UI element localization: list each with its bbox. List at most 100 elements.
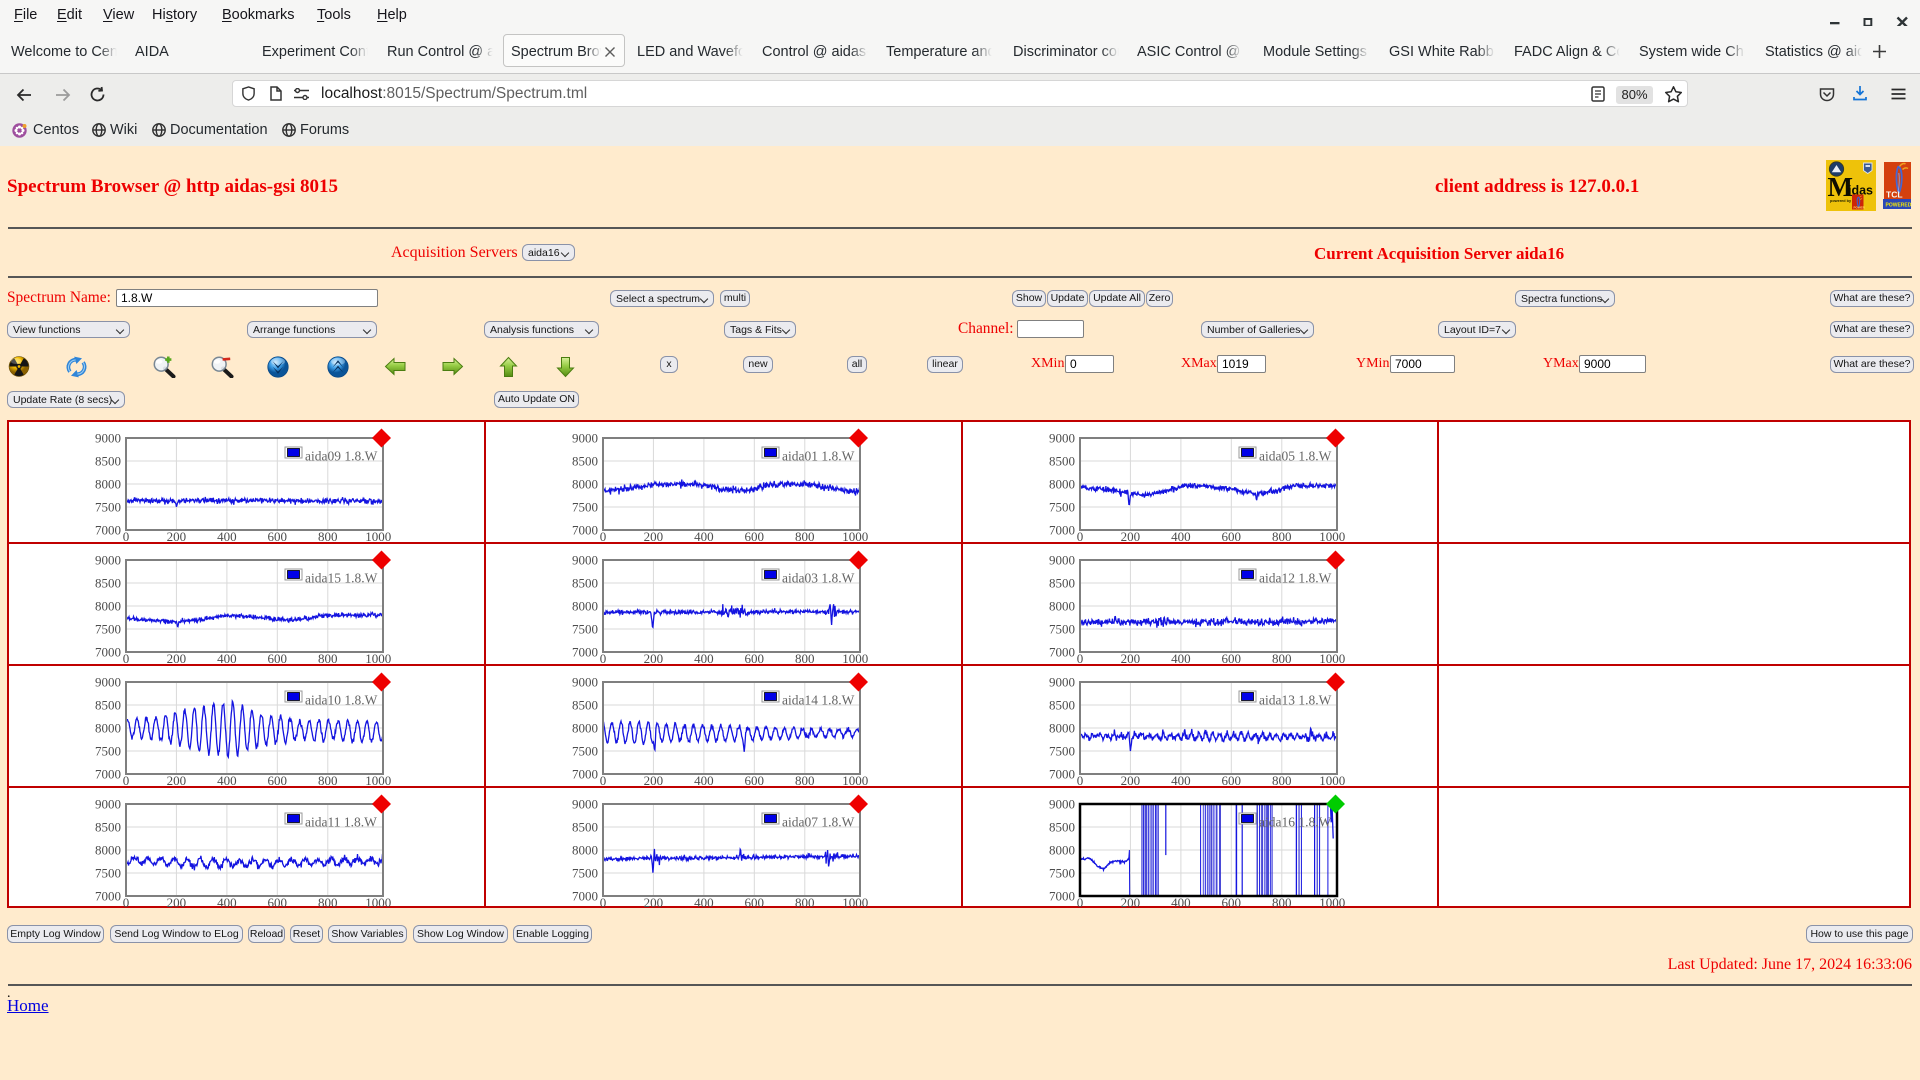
svg-text:8000: 8000 — [1049, 599, 1075, 614]
svg-text:8500: 8500 — [572, 576, 598, 591]
svg-text:800: 800 — [318, 651, 338, 666]
svg-text:200: 200 — [167, 651, 187, 666]
svg-text:200: 200 — [644, 895, 664, 910]
svg-text:8000: 8000 — [95, 477, 121, 492]
svg-text:8000: 8000 — [572, 599, 598, 614]
svg-text:7500: 7500 — [572, 500, 598, 515]
svg-text:7500: 7500 — [1049, 866, 1075, 881]
svg-text:600: 600 — [745, 895, 765, 910]
svg-text:600: 600 — [268, 895, 288, 910]
svg-text:1000: 1000 — [1319, 651, 1345, 666]
svg-text:9000: 9000 — [1049, 675, 1075, 690]
svg-text:8000: 8000 — [572, 721, 598, 736]
svg-text:8500: 8500 — [95, 698, 121, 713]
svg-text:200: 200 — [167, 895, 187, 910]
svg-text:1000: 1000 — [842, 651, 868, 666]
svg-text:8000: 8000 — [95, 843, 121, 858]
svg-text:7000: 7000 — [1049, 889, 1075, 904]
svg-text:aida05 1.8.W: aida05 1.8.W — [1259, 449, 1332, 464]
svg-text:aida14 1.8.W: aida14 1.8.W — [782, 693, 855, 708]
svg-text:7000: 7000 — [95, 767, 121, 782]
svg-text:0: 0 — [600, 895, 607, 910]
svg-text:600: 600 — [1222, 529, 1242, 544]
svg-text:7500: 7500 — [95, 500, 121, 515]
svg-text:800: 800 — [318, 773, 338, 788]
svg-text:7000: 7000 — [1049, 645, 1075, 660]
svg-text:7000: 7000 — [95, 645, 121, 660]
svg-text:9000: 9000 — [95, 431, 121, 446]
svg-text:7000: 7000 — [95, 889, 121, 904]
svg-text:8500: 8500 — [572, 820, 598, 835]
svg-text:400: 400 — [694, 895, 714, 910]
svg-text:8500: 8500 — [1049, 820, 1075, 835]
svg-text:1000: 1000 — [365, 651, 391, 666]
svg-text:400: 400 — [217, 651, 237, 666]
svg-text:aida09 1.8.W: aida09 1.8.W — [305, 449, 378, 464]
svg-text:600: 600 — [268, 651, 288, 666]
svg-text:400: 400 — [217, 529, 237, 544]
svg-text:8500: 8500 — [95, 820, 121, 835]
svg-text:7500: 7500 — [1049, 622, 1075, 637]
svg-text:7500: 7500 — [95, 744, 121, 759]
svg-text:aida03 1.8.W: aida03 1.8.W — [782, 571, 855, 586]
svg-text:7500: 7500 — [95, 622, 121, 637]
svg-text:600: 600 — [1222, 895, 1242, 910]
svg-text:0: 0 — [600, 529, 607, 544]
svg-text:400: 400 — [1171, 895, 1191, 910]
svg-text:800: 800 — [1272, 773, 1292, 788]
svg-text:0: 0 — [600, 773, 607, 788]
svg-text:1000: 1000 — [365, 529, 391, 544]
svg-text:400: 400 — [694, 651, 714, 666]
svg-text:800: 800 — [795, 529, 815, 544]
svg-text:600: 600 — [1222, 651, 1242, 666]
svg-text:8500: 8500 — [95, 576, 121, 591]
svg-text:800: 800 — [318, 895, 338, 910]
svg-text:7500: 7500 — [1049, 744, 1075, 759]
svg-text:1000: 1000 — [842, 529, 868, 544]
svg-text:8000: 8000 — [572, 843, 598, 858]
svg-text:600: 600 — [745, 529, 765, 544]
svg-text:1000: 1000 — [1319, 773, 1345, 788]
svg-text:aida13 1.8.W: aida13 1.8.W — [1259, 693, 1332, 708]
svg-text:0: 0 — [1077, 651, 1084, 666]
svg-text:9000: 9000 — [1049, 797, 1075, 812]
svg-text:aida10 1.8.W: aida10 1.8.W — [305, 693, 378, 708]
svg-text:1000: 1000 — [842, 895, 868, 910]
svg-text:0: 0 — [123, 529, 130, 544]
svg-text:1000: 1000 — [365, 895, 391, 910]
svg-text:aida15 1.8.W: aida15 1.8.W — [305, 571, 378, 586]
svg-text:9000: 9000 — [1049, 553, 1075, 568]
svg-text:9000: 9000 — [95, 675, 121, 690]
svg-text:POWER: POWER — [1854, 206, 1866, 210]
svg-text:600: 600 — [268, 773, 288, 788]
svg-text:aida07 1.8.W: aida07 1.8.W — [782, 815, 855, 830]
svg-text:0: 0 — [123, 651, 130, 666]
svg-text:9000: 9000 — [95, 553, 121, 568]
svg-text:1000: 1000 — [842, 773, 868, 788]
svg-text:200: 200 — [644, 529, 664, 544]
svg-text:200: 200 — [1121, 529, 1141, 544]
svg-text:400: 400 — [1171, 651, 1191, 666]
svg-text:idas: idas — [1848, 184, 1873, 198]
svg-text:1000: 1000 — [365, 773, 391, 788]
svg-text:1000: 1000 — [1319, 895, 1345, 910]
svg-text:8500: 8500 — [95, 454, 121, 469]
svg-text:200: 200 — [167, 773, 187, 788]
svg-text:7000: 7000 — [572, 523, 598, 538]
svg-text:800: 800 — [1272, 529, 1292, 544]
svg-text:7500: 7500 — [572, 866, 598, 881]
svg-text:POWERED: POWERED — [1886, 202, 1912, 208]
svg-text:0: 0 — [123, 773, 130, 788]
svg-text:200: 200 — [1121, 651, 1141, 666]
svg-text:aida01 1.8.W: aida01 1.8.W — [782, 449, 855, 464]
svg-text:200: 200 — [1121, 773, 1141, 788]
svg-text:7000: 7000 — [1049, 523, 1075, 538]
svg-text:8000: 8000 — [1049, 721, 1075, 736]
svg-text:9000: 9000 — [95, 797, 121, 812]
svg-text:7000: 7000 — [95, 523, 121, 538]
svg-text:M: M — [1828, 172, 1853, 202]
svg-text:0: 0 — [1077, 773, 1084, 788]
svg-text:8000: 8000 — [95, 721, 121, 736]
svg-text:200: 200 — [1121, 895, 1141, 910]
svg-text:9000: 9000 — [572, 797, 598, 812]
